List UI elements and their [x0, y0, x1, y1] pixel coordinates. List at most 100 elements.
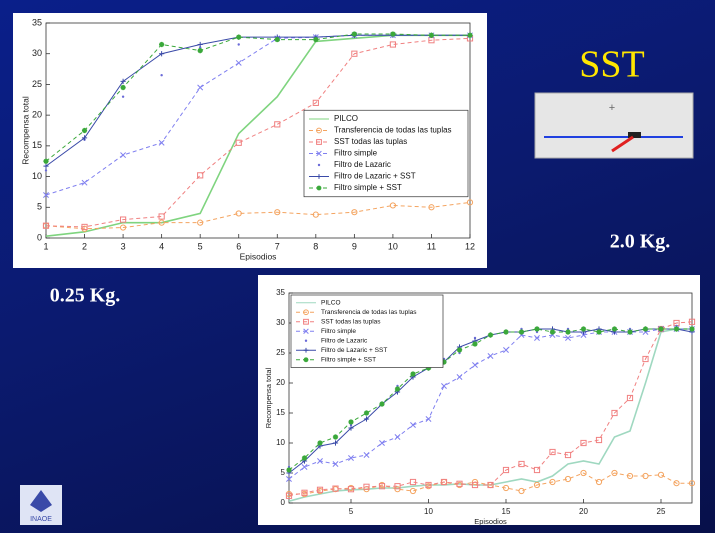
marker	[395, 386, 400, 391]
marker	[45, 169, 47, 171]
mass-label: 2.0 Kg.	[610, 231, 671, 253]
legend-label: Filtro simple	[334, 149, 378, 158]
x-tick-label: 11	[427, 241, 436, 251]
marker	[160, 74, 162, 76]
slide-title: SST	[579, 44, 644, 86]
marker	[302, 455, 307, 460]
x-tick-label: 6	[236, 241, 241, 251]
y-tick-label: 0	[281, 498, 286, 507]
marker	[565, 329, 570, 334]
y-tick-label: 5	[281, 468, 286, 477]
marker	[457, 347, 462, 352]
legend-label: PILCO	[321, 299, 341, 306]
x-tick-label: 5	[198, 241, 203, 251]
x-tick-label: 2	[82, 241, 87, 251]
marker	[689, 326, 694, 331]
chart: 05101520253035123456789101112EpisodiosRe…	[20, 17, 475, 261]
x-tick-label: 3	[121, 241, 126, 251]
x-tick-label: 5	[349, 507, 354, 516]
marker	[550, 329, 555, 334]
x-tick-label: 9	[352, 241, 357, 251]
x-tick-label: 20	[579, 507, 588, 516]
marker	[43, 159, 48, 164]
marker	[348, 419, 353, 424]
x-axis-label: Episodios	[240, 251, 277, 261]
logo: INAOE	[20, 485, 62, 525]
legend-label: Filtro de Lazaric + SST	[334, 172, 416, 181]
marker	[596, 329, 601, 334]
svg-text:+: +	[609, 102, 615, 114]
marker	[519, 329, 524, 334]
y-tick-label: 30	[32, 48, 42, 58]
marker	[82, 128, 87, 133]
mass-label: 0.25 Kg.	[50, 285, 121, 307]
legend: PILCO Transferencia de todas las tuplas SS…	[291, 295, 443, 368]
marker	[333, 434, 338, 439]
legend-label: Filtro de Lazaric	[334, 160, 391, 169]
marker	[304, 357, 309, 362]
marker	[317, 440, 322, 445]
marker	[488, 332, 493, 337]
x-tick-label: 10	[424, 507, 433, 516]
y-tick-label: 15	[32, 140, 42, 150]
x-tick-label: 25	[657, 507, 666, 516]
marker	[122, 96, 124, 98]
slide: SST + 2.0 Kg. 0.25 Kg. INAOE 05101520253…	[0, 0, 715, 533]
marker	[503, 329, 508, 334]
y-axis-label: Recompensa total	[264, 367, 273, 428]
legend-label: Transferencia de todas las tuplas	[321, 309, 417, 316]
marker	[658, 326, 663, 331]
legend-label: SST todas las tuplas	[321, 318, 381, 325]
y-tick-label: 35	[32, 17, 42, 27]
marker	[410, 371, 415, 376]
legend-label: Filtro simple	[321, 328, 356, 335]
marker	[581, 326, 586, 331]
legend-label: Filtro de Lazaric + SST	[321, 347, 387, 354]
marker	[627, 329, 632, 334]
marker	[390, 31, 395, 36]
legend-label: SST todas las tuplas	[334, 137, 407, 146]
x-tick-label: 15	[502, 507, 511, 516]
legend-label: PILCO	[334, 114, 358, 123]
legend-label: Filtro de Lazaric	[321, 337, 368, 344]
y-tick-label: 0	[37, 232, 42, 242]
marker	[286, 467, 291, 472]
y-tick-label: 35	[276, 288, 285, 297]
y-tick-label: 5	[37, 202, 42, 212]
marker	[238, 43, 240, 45]
x-tick-label: 1	[43, 241, 48, 251]
x-axis-label: Episodios	[474, 517, 507, 526]
marker	[364, 410, 369, 415]
marker	[379, 401, 384, 406]
legend: PILCO Transferencia de todas las tuplas SS…	[304, 110, 468, 197]
marker	[643, 326, 648, 331]
marker	[318, 164, 320, 166]
marker	[674, 326, 679, 331]
y-tick-label: 20	[276, 378, 285, 387]
marker	[472, 341, 477, 346]
marker	[612, 326, 617, 331]
marker	[534, 326, 539, 331]
y-tick-label: 20	[32, 110, 42, 120]
chart: 0 5 10 15 20 25 30 35 5 10 15 20 25 Episodios Recompen…	[264, 288, 695, 526]
logo-text: INAOE	[30, 516, 52, 523]
marker	[313, 37, 318, 42]
y-tick-label: 10	[32, 171, 42, 181]
y-tick-label: 25	[32, 79, 42, 89]
marker	[305, 340, 307, 342]
x-tick-label: 10	[388, 241, 398, 251]
y-tick-label: 25	[276, 348, 285, 357]
slide-canvas: SST + 2.0 Kg. 0.25 Kg. INAOE 05101520253…	[0, 0, 715, 533]
y-tick-label: 10	[276, 438, 285, 447]
y-axis-label: Recompensa total	[20, 96, 30, 165]
y-tick-label: 30	[276, 318, 285, 327]
x-tick-label: 4	[159, 241, 164, 251]
marker	[159, 42, 164, 47]
legend-label: Transferencia de todas las tuplas	[334, 126, 452, 135]
x-tick-label: 8	[313, 241, 318, 251]
x-tick-label: 12	[465, 241, 475, 251]
marker	[317, 186, 322, 191]
y-tick-label: 15	[276, 408, 285, 417]
legend-label: Filtro simple + SST	[321, 356, 376, 363]
legend-label: Filtro simple + SST	[334, 183, 402, 192]
